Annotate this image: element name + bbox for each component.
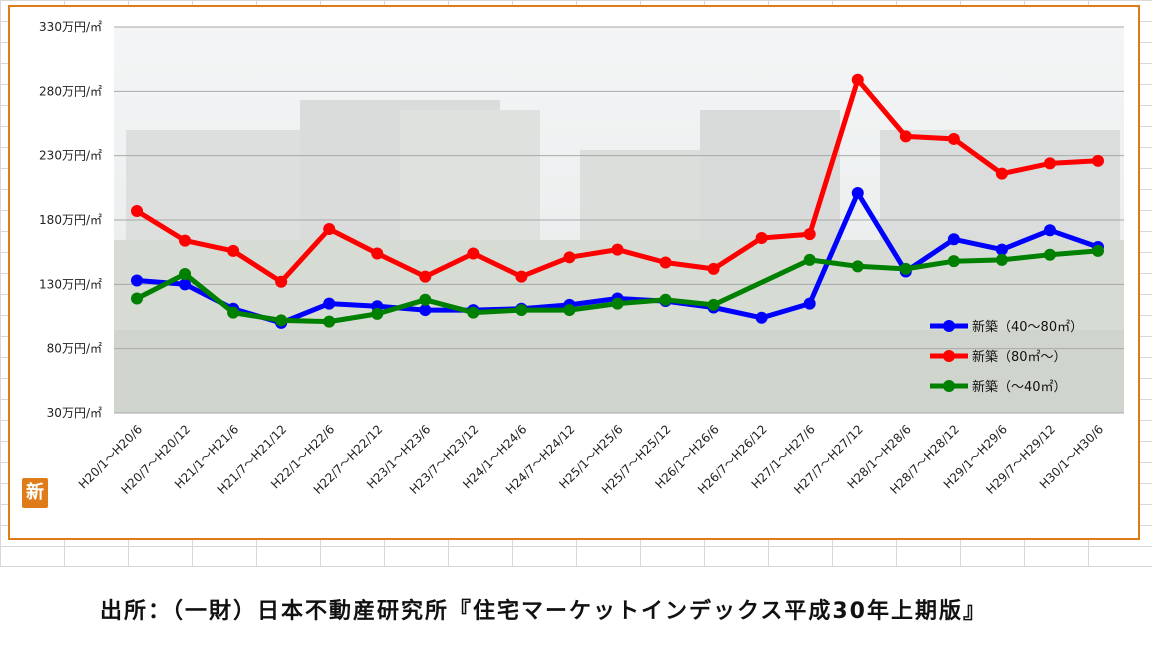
data-point [899,130,912,143]
data-point [851,186,864,199]
y-tick-label: 180万円/㎡ [39,213,102,227]
data-point [131,274,143,287]
data-point [899,262,912,275]
legend: 新築（40～80㎡） 新築（80㎡～） 新築（～40㎡） [930,319,1083,395]
data-point [803,297,816,310]
data-point [323,315,336,328]
data-point [131,292,143,305]
data-point [179,234,192,247]
logo-icon: 新 [22,478,48,508]
legend-marker [943,350,955,362]
legend-marker [943,380,955,392]
data-point [707,262,720,275]
data-point [563,304,576,317]
y-tick-label: 130万円/㎡ [39,277,102,291]
data-point [515,270,528,283]
data-point [947,233,960,246]
data-point [947,132,960,145]
data-point [419,293,432,306]
y-tick-label: 80万円/㎡ [47,342,102,356]
data-point [1043,248,1056,261]
data-point [275,275,288,288]
data-point [467,247,480,260]
data-point [1043,224,1056,237]
data-point [851,73,864,86]
data-point [227,306,240,319]
data-point [323,223,336,236]
data-point [371,307,384,320]
legend-label: 新築（40～80㎡） [972,319,1083,335]
data-point [131,204,143,217]
data-point [419,304,432,317]
data-point [851,260,864,273]
data-point [659,256,672,269]
legend-marker [943,320,955,332]
data-point [755,311,768,324]
data-point [803,228,816,241]
y-tick-label: 230万円/㎡ [39,149,102,163]
y-tick-label: 330万円/㎡ [39,20,102,34]
data-point [707,298,720,311]
data-point [323,297,336,310]
legend-label: 新築（80㎡～） [972,349,1067,365]
legend-label: 新築（～40㎡） [972,379,1067,395]
data-point [563,251,576,264]
data-point [179,268,192,281]
data-point [467,306,480,319]
data-point [611,243,624,256]
data-point [611,297,624,310]
data-point [1043,157,1056,170]
data-point [659,293,672,306]
series-layer [131,73,1104,329]
data-point [803,253,816,266]
data-point [227,244,240,257]
y-tick-label: 30万円/㎡ [47,406,102,420]
source-strip: 出所：（一財）日本不動産研究所『住宅マーケットインデックス平成30年上期版』 [0,566,1152,649]
data-point [275,314,288,327]
y-tick-label: 280万円/㎡ [39,84,102,98]
y-axis-labels: 30万円/㎡ 80万円/㎡ 130万円/㎡ 180万円/㎡ 230万円/㎡ 280万円/㎡… [39,20,102,420]
data-point [995,243,1008,256]
data-point [371,247,384,260]
data-point [179,278,192,291]
x-axis-labels: H20/1～H20/6H20/7～H20/12H21/1～H21/6H21/7～… [76,422,1106,497]
data-point [515,304,528,317]
series-line [134,248,1101,325]
logo-text: 新 [26,482,44,503]
source-note: 出所：（一財）日本不動産研究所『住宅マーケットインデックス平成30年上期版』 [100,599,987,624]
data-point [995,253,1008,266]
data-point [755,232,768,245]
data-point [947,255,960,268]
data-point [995,167,1008,180]
data-point [1092,154,1104,167]
data-point [1092,244,1104,257]
data-point [419,270,432,283]
